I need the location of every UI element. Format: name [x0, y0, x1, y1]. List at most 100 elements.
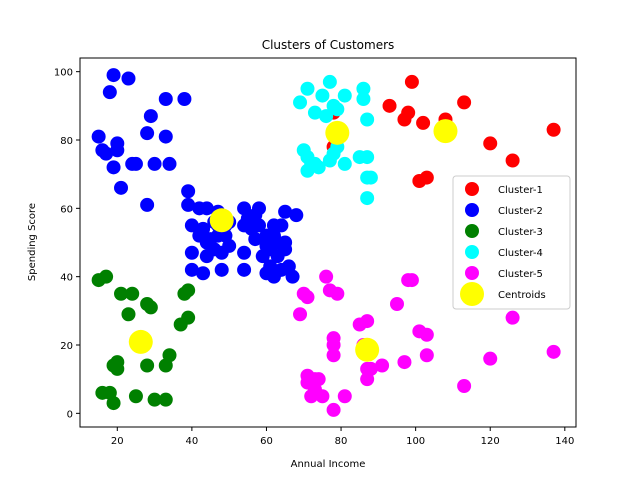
y-tick-label: 60	[60, 204, 73, 215]
cluster-5-point	[419, 348, 434, 363]
cluster-3-point	[110, 361, 125, 376]
cluster-4-point	[360, 150, 375, 165]
cluster-3-point	[143, 300, 158, 315]
cluster-5-point	[311, 372, 326, 387]
cluster-2-point	[278, 235, 293, 250]
cluster-2-point	[128, 156, 143, 171]
cluster-2-point	[99, 146, 114, 161]
cluster-2-point	[140, 197, 155, 212]
cluster-1-point	[546, 122, 561, 137]
cluster-5-point	[319, 269, 334, 284]
x-tick-label: 20	[111, 436, 124, 447]
y-tick-label: 100	[54, 68, 73, 79]
cluster-2-point	[177, 92, 192, 106]
cluster-2-point	[196, 266, 211, 281]
cluster-4-point	[337, 156, 352, 171]
cluster-2-point	[278, 204, 293, 219]
centroid-point	[325, 120, 350, 145]
cluster-3-point	[99, 269, 114, 284]
cluster-4-point	[319, 109, 334, 124]
legend-marker-cluster-3	[465, 224, 479, 238]
legend-box	[452, 175, 571, 310]
x-tick-label: 100	[406, 436, 425, 447]
legend-label-cluster-1: Cluster-1	[498, 185, 543, 196]
cluster-2-point	[248, 232, 263, 247]
cluster-4-point	[311, 160, 326, 175]
cluster-4-point	[360, 112, 375, 127]
y-axis-label: Spending Score	[27, 203, 38, 281]
legend-marker-cluster-1	[465, 182, 479, 196]
cluster-4-point	[360, 191, 375, 206]
cluster-5-point	[293, 307, 308, 322]
legend-label-centroids: Centroids	[498, 290, 546, 301]
cluster-3-point	[114, 286, 129, 301]
y-tick-label: 20	[60, 341, 73, 352]
cluster-5-point	[326, 402, 341, 417]
centroid-point	[128, 329, 153, 354]
cluster-3-point	[140, 358, 155, 373]
x-axis-ticks: 20 40 60 80 100 120 140	[111, 427, 574, 447]
cluster-2-point	[274, 218, 289, 233]
cluster-5-point	[337, 389, 352, 404]
cluster-2-point	[158, 129, 173, 144]
cluster-3-point	[162, 348, 177, 363]
y-tick-label: 40	[60, 273, 73, 284]
cluster-3-point	[121, 307, 136, 322]
cluster-3-point	[158, 392, 173, 407]
x-tick-label: 40	[186, 436, 199, 447]
x-axis-label: Annual Income	[291, 459, 366, 470]
cluster-2-point	[222, 238, 237, 253]
cluster-2-point	[121, 71, 136, 86]
cluster-5-point	[505, 310, 520, 325]
cluster-3-point	[147, 392, 162, 407]
cluster-4-point	[307, 105, 322, 120]
cluster-4-point	[322, 74, 337, 89]
cluster-2-point	[106, 68, 121, 83]
legend-label-cluster-3: Cluster-3	[498, 227, 543, 238]
cluster-5-point	[419, 327, 434, 342]
cluster-1-point	[416, 115, 431, 130]
cluster-3-point	[181, 283, 196, 298]
y-tick-label: 80	[60, 136, 73, 147]
cluster-5-point	[389, 297, 404, 311]
cluster-2-point	[102, 85, 117, 100]
cluster-2-point	[252, 201, 267, 216]
cluster-1-point	[483, 136, 498, 151]
chart-title: Clusters of Customers	[262, 38, 395, 52]
centroid-point	[433, 119, 458, 144]
cluster-2-point	[114, 180, 129, 195]
cluster-2-point	[237, 262, 252, 277]
x-tick-label: 60	[260, 436, 273, 447]
cluster-5-point	[397, 355, 412, 370]
legend-marker-cluster-2	[465, 203, 479, 217]
cluster-2-point	[196, 221, 211, 236]
cluster-5-point	[546, 344, 561, 359]
cluster-2-point	[181, 184, 196, 199]
cluster-2-point	[147, 156, 162, 171]
cluster-4-point	[300, 81, 315, 96]
legend-marker-cluster-4	[465, 245, 479, 259]
cluster-2-point	[289, 208, 304, 223]
cluster-3-point	[106, 396, 121, 411]
cluster-1-point	[401, 105, 416, 120]
cluster-2-point	[106, 160, 121, 175]
cluster-2-point	[158, 92, 173, 106]
legend-label-cluster-2: Cluster-2	[498, 206, 543, 217]
cluster-1-point	[505, 153, 520, 168]
centroid-point	[355, 337, 380, 362]
cluster-4-point	[356, 92, 371, 106]
cluster-3-point	[125, 286, 140, 301]
legend-marker-centroids	[460, 282, 484, 306]
cluster-5-point	[375, 358, 390, 373]
cluster-1-point	[404, 74, 419, 89]
cluster-5-point	[326, 348, 341, 363]
cluster-2-point	[143, 109, 158, 124]
cluster-4-point	[356, 81, 371, 96]
cluster-1-point	[382, 98, 397, 113]
cluster-2-point	[162, 156, 177, 171]
legend-label-cluster-4: Cluster-4	[498, 248, 543, 259]
cluster-5-point	[315, 389, 330, 404]
cluster-5-point	[457, 379, 472, 393]
cluster-5-point	[404, 273, 419, 288]
